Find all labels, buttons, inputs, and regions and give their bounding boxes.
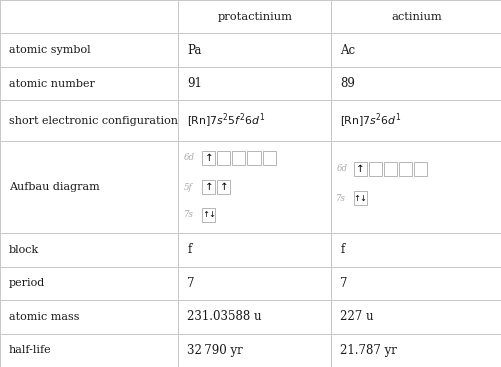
Text: short electronic configuration: short electronic configuration (9, 116, 178, 126)
Text: f: f (340, 243, 344, 257)
Bar (353, 191, 366, 205)
Text: period: period (9, 279, 45, 288)
Text: ↑: ↑ (355, 164, 364, 174)
Bar (202, 208, 215, 222)
Text: 6d: 6d (336, 164, 347, 173)
Bar (398, 162, 411, 176)
Text: half-life: half-life (9, 345, 52, 355)
Bar (262, 151, 275, 165)
Text: ↑: ↑ (204, 182, 213, 192)
Text: ↑↓: ↑↓ (201, 210, 215, 219)
Text: ↑↓: ↑↓ (353, 194, 367, 203)
Text: 231.03588 u: 231.03588 u (187, 310, 261, 323)
Text: 5f: 5f (184, 183, 192, 192)
Text: f: f (187, 243, 191, 257)
Bar (217, 180, 230, 194)
Text: actinium: actinium (390, 12, 441, 22)
Text: $\mathrm{[Rn]7}s^{\mathrm{2}}\mathrm{5}f^{\mathrm{2}}\mathrm{6}d^{\mathrm{1}}$: $\mathrm{[Rn]7}s^{\mathrm{2}}\mathrm{5}f… (187, 112, 265, 130)
Bar (232, 151, 245, 165)
Text: Aufbau diagram: Aufbau diagram (9, 182, 100, 192)
Text: 91: 91 (187, 77, 202, 90)
Bar (202, 151, 215, 165)
Text: 7: 7 (187, 277, 194, 290)
Bar (353, 162, 366, 176)
Text: block: block (9, 245, 39, 255)
Text: Ac: Ac (340, 44, 355, 57)
Text: 7s: 7s (184, 210, 194, 219)
Text: atomic mass: atomic mass (9, 312, 79, 322)
Text: 21.787 yr: 21.787 yr (340, 344, 396, 357)
Text: 7: 7 (340, 277, 347, 290)
Text: ↑: ↑ (219, 182, 228, 192)
Text: Pa: Pa (187, 44, 201, 57)
Text: 32 790 yr: 32 790 yr (187, 344, 242, 357)
Text: atomic symbol: atomic symbol (9, 45, 91, 55)
Text: ↑: ↑ (204, 153, 213, 163)
Text: protactinium: protactinium (217, 12, 292, 22)
Text: atomic number: atomic number (9, 79, 95, 88)
Bar (368, 162, 381, 176)
Bar (202, 180, 215, 194)
Bar (217, 151, 230, 165)
Bar (247, 151, 260, 165)
Text: 6d: 6d (184, 153, 195, 162)
Text: 7s: 7s (336, 194, 346, 203)
Text: 227 u: 227 u (340, 310, 373, 323)
Bar (383, 162, 396, 176)
Text: 89: 89 (340, 77, 355, 90)
Text: $\mathrm{[Rn]7}s^{\mathrm{2}}\mathrm{6}d^{\mathrm{1}}$: $\mathrm{[Rn]7}s^{\mathrm{2}}\mathrm{6}d… (340, 112, 401, 130)
Bar (413, 162, 426, 176)
